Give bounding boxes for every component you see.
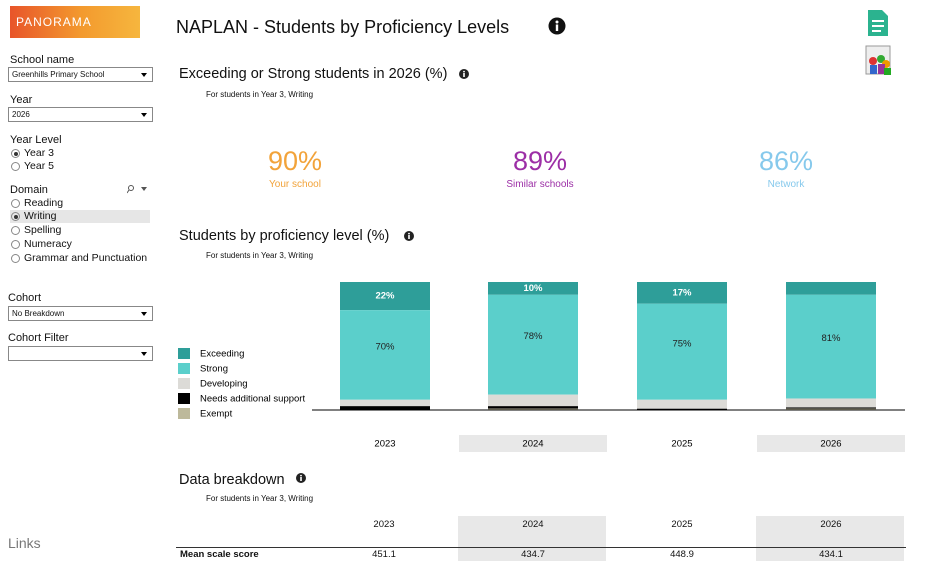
bar-segment (786, 398, 876, 408)
cohort-select[interactable]: No Breakdown (8, 306, 153, 321)
year-label: Year (10, 94, 33, 106)
level-radio[interactable]: Year 5 (10, 160, 150, 173)
kpi-label: Your school (269, 179, 321, 190)
domain-radio[interactable]: Grammar and Punctuation (10, 252, 150, 265)
cell: 448.9 (670, 549, 694, 560)
bar-segment (340, 282, 430, 311)
bar-segment (786, 407, 876, 409)
cohort-label: Cohort (8, 292, 42, 304)
section-subtitle: For students in Year 3, Writing (206, 90, 314, 99)
legend-swatch (178, 378, 190, 389)
bar-segment (340, 310, 430, 400)
bar-segment (637, 399, 727, 409)
school-label: School name (10, 54, 75, 66)
domain-radio[interactable]: Spelling (10, 224, 150, 237)
bar-segment (340, 406, 430, 410)
data-label: 22% (375, 291, 395, 302)
data-label: 75% (672, 338, 692, 349)
data-label: 70% (375, 341, 395, 352)
bar-segment (637, 408, 727, 410)
links[interactable]: Links (8, 535, 41, 551)
column-header: 2023 (373, 519, 395, 530)
domain-radio[interactable]: Writing (10, 210, 150, 223)
row-label: Mean scale score (180, 549, 259, 560)
kpi-value: 90% (267, 146, 323, 176)
year-select[interactable]: 2026 (8, 107, 153, 122)
x-tick-label: 2025 (671, 439, 692, 450)
column-band (756, 516, 904, 561)
section-title: Data breakdown (179, 472, 285, 488)
page-title: NAPLAN - Students by Proficiency Levels (176, 17, 510, 37)
info-icon[interactable] (548, 17, 566, 35)
bar-segment (637, 282, 727, 304)
logo[interactable]: PANORAMA (10, 6, 140, 38)
bar-segment (637, 303, 727, 400)
column-band (458, 516, 606, 561)
info-icon[interactable] (459, 69, 469, 79)
bar-segment (488, 406, 578, 409)
legend-swatch (178, 408, 190, 419)
data-label: 17% (672, 287, 692, 298)
bar-segment (786, 294, 876, 399)
info-icon[interactable] (404, 231, 414, 241)
x-tick-label: 2023 (374, 439, 395, 450)
breakdown-table: 2023 2024 2025 2026 Mean scale score 451.1 434… (176, 516, 906, 561)
cohort-filter-label: Cohort Filter (8, 332, 69, 344)
report-icon[interactable] (864, 45, 896, 77)
data-label: 81% (821, 333, 841, 344)
section-subtitle: For students in Year 3, Writing (206, 494, 314, 503)
section-title: Students by proficiency level (%) (179, 228, 390, 244)
column-header: 2025 (671, 519, 693, 530)
kpi-label: Similar schools (506, 179, 574, 190)
kpi-value: 86% (758, 146, 814, 176)
cell: 434.1 (819, 549, 843, 560)
domain-radio[interactable]: Reading (10, 197, 150, 210)
info-icon[interactable] (296, 473, 306, 483)
cell: 434.7 (521, 549, 545, 560)
legend-swatch (178, 363, 190, 374)
doc-icon[interactable] (866, 10, 890, 36)
bar-segment (488, 394, 578, 407)
category-band (459, 435, 607, 452)
kpi-value: 89% (512, 146, 568, 176)
bar-segment (488, 294, 578, 395)
domain-radio[interactable]: Numeracy (10, 238, 150, 251)
level-label: Year Level (10, 134, 62, 146)
logo-text: PANORAMA (16, 15, 92, 29)
section-title: Exceeding or Strong students in 2026 (%) (179, 66, 448, 82)
domain-tools[interactable] (127, 184, 151, 194)
x-tick-label: 2026 (820, 439, 841, 450)
legend-label: Exceeding (200, 349, 244, 360)
legend-label: Developing (200, 379, 248, 390)
data-label: 78% (523, 331, 543, 342)
section-subtitle: For students in Year 3, Writing (206, 251, 314, 260)
bar-segment (340, 399, 430, 407)
bar-segment (488, 282, 578, 295)
category-band (757, 435, 905, 452)
bar-segment (786, 408, 876, 410)
kpi-label: Network (767, 179, 805, 190)
legend-label: Strong (200, 364, 228, 375)
legend-swatch (178, 348, 190, 359)
cohort-filter-select[interactable] (8, 346, 153, 361)
level-radio[interactable]: Year 3 (10, 147, 150, 160)
domain-label: Domain (10, 184, 48, 196)
stacked-bar-chart: 2023 2024 2025 2026 22% 70% 10% 78% 17% 75% 81% Exc… (178, 282, 905, 452)
data-label: 10% (523, 283, 543, 294)
bar-segment (488, 408, 578, 410)
header-rule (176, 547, 906, 548)
bar-segment (786, 282, 876, 295)
legend-swatch (178, 393, 190, 404)
column-header: 2026 (820, 519, 842, 530)
column-header: 2024 (522, 519, 544, 530)
legend-label: Needs additional support (200, 394, 305, 405)
legend-label: Exempt (200, 409, 233, 420)
x-tick-label: 2024 (522, 439, 543, 450)
school-select[interactable]: Greenhills Primary School (8, 67, 153, 82)
cell: 451.1 (372, 549, 396, 560)
